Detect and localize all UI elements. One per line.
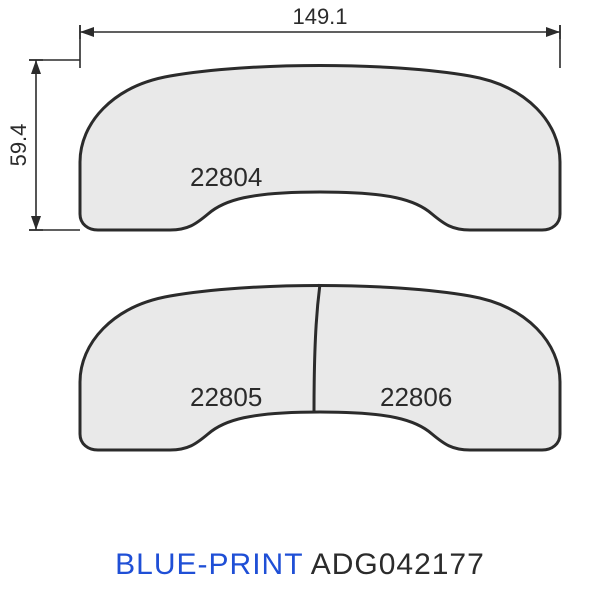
product-code: ADG042177 [311, 548, 485, 581]
dim-height-arrow-top [31, 60, 41, 74]
dim-width-arrow-right [546, 27, 560, 37]
dim-width-label: 149.1 [292, 4, 347, 29]
brake-pad-drawing: 22804 22805 22806 149.1 59.4 [0, 0, 600, 600]
dim-height-label: 59.4 [6, 124, 31, 167]
brand-name: BLUE-PRINT [115, 548, 303, 581]
dim-height-arrow-bottom [31, 216, 41, 230]
part-number-bottom-left: 22805 [190, 382, 262, 412]
product-caption: BLUE-PRINT ADG042177 [0, 548, 600, 582]
part-number-bottom-right: 22806 [380, 382, 452, 412]
diagram-stage: 22804 22805 22806 149.1 59.4 BLUE-PRINT ADG0… [0, 0, 600, 600]
part-number-top: 22804 [190, 162, 262, 192]
pad-outline [80, 286, 560, 451]
pad-outline [80, 66, 560, 231]
dim-width-arrow-left [80, 27, 94, 37]
